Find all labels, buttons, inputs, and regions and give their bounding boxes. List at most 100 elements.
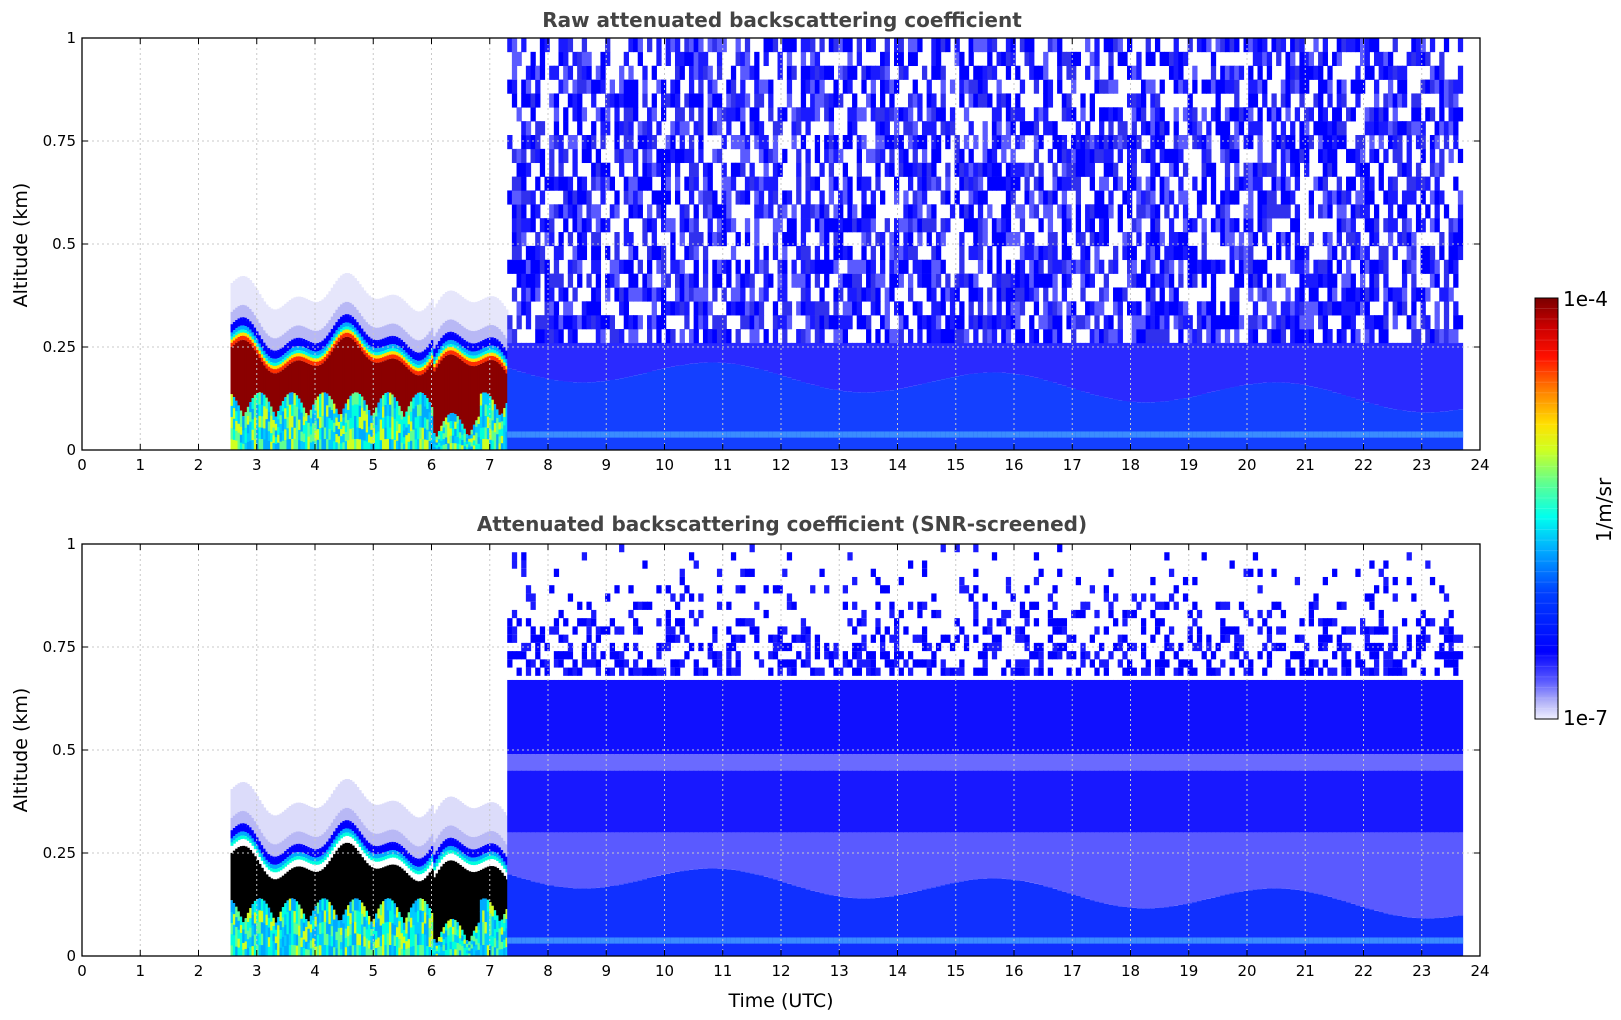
heat-cell (1304, 162, 1310, 177)
heat-cell (852, 65, 858, 80)
heat-cell (363, 420, 367, 431)
heat-cell (1164, 259, 1170, 274)
heat-cell (749, 431, 755, 438)
heat-cell (1290, 162, 1296, 177)
heat-cell (1089, 107, 1095, 122)
heat-cell (307, 415, 311, 423)
heat-cell (1457, 190, 1464, 205)
heat-cell (1271, 148, 1277, 164)
heat-cell (1019, 374, 1026, 450)
heat-cell (1369, 135, 1375, 150)
heat-cell (381, 357, 385, 362)
heat-cell (810, 384, 816, 450)
heat-cell (496, 347, 500, 352)
heat-cell (656, 342, 662, 370)
heat-cell (1439, 245, 1445, 261)
heat-cell (563, 204, 569, 219)
heat-cell (444, 348, 448, 352)
heat-cell (279, 361, 283, 365)
heat-cell (1373, 218, 1380, 233)
heat-cell (363, 331, 367, 340)
heat-cell (1373, 404, 1380, 450)
heat-cell (1369, 403, 1375, 450)
heat-cell (935, 380, 942, 450)
heat-cell (270, 357, 274, 363)
heat-cell (1224, 342, 1231, 389)
heat-cell (642, 232, 648, 247)
heat-cell (740, 315, 746, 330)
heat-cell (894, 431, 900, 438)
heat-cell (1047, 273, 1054, 288)
heat-cell (1429, 273, 1436, 288)
heat-cell (1429, 218, 1436, 233)
heat-cell (326, 335, 329, 344)
heat-cell (1318, 51, 1324, 67)
heat-cell (1085, 204, 1091, 219)
heat-cell (1350, 431, 1356, 438)
heat-cell (591, 342, 597, 383)
heat-cell (426, 439, 430, 451)
heat-cell (1392, 342, 1398, 410)
heat-cell (740, 162, 746, 177)
heat-cell (968, 79, 974, 94)
heat-cell (1080, 259, 1086, 274)
heat-cell (1313, 259, 1319, 274)
heat-cell (426, 355, 430, 360)
heat-cell (423, 364, 427, 369)
heat-cell (1355, 38, 1361, 53)
heat-cell (1257, 38, 1263, 53)
heat-cell (577, 218, 583, 233)
heat-cell (1187, 259, 1193, 274)
heat-cell (291, 339, 295, 348)
heat-cell (484, 338, 488, 348)
heat-cell (302, 326, 306, 342)
heat-cell (1103, 315, 1109, 330)
heat-cell (777, 374, 783, 450)
heat-cell (344, 322, 348, 327)
heat-cell (628, 259, 634, 274)
heat-cell (661, 107, 667, 122)
heat-cell (749, 273, 755, 288)
heat-cell (356, 337, 360, 341)
x-tick-label: 11 (713, 456, 732, 474)
heat-cell (549, 431, 555, 438)
heat-cell (1336, 51, 1342, 67)
heat-cell (486, 337, 490, 347)
heat-cell (1113, 135, 1119, 150)
heat-cell (1127, 301, 1133, 316)
heat-cell (363, 319, 367, 334)
heat-cell (647, 315, 653, 330)
heat-cell (754, 121, 760, 136)
heat-cell (1080, 162, 1086, 177)
heat-cell (1318, 431, 1324, 438)
heat-cell (237, 336, 241, 342)
heat-cell (688, 162, 695, 177)
heat-cell (1290, 383, 1296, 450)
heat-cell (400, 352, 404, 356)
heat-cell (572, 93, 578, 108)
heat-cell (435, 367, 439, 437)
heat-cell (1145, 259, 1151, 274)
heat-cell (567, 232, 574, 247)
heat-cell (291, 403, 295, 416)
heat-cell (1206, 121, 1212, 136)
heat-cell (842, 342, 849, 392)
heat-cell (959, 93, 965, 108)
heat-cell (651, 315, 657, 330)
heat-cell (949, 377, 956, 450)
heat-cell (1066, 259, 1072, 274)
heat-cell (712, 362, 718, 450)
heat-cell (539, 38, 546, 53)
heat-cell (1047, 245, 1054, 261)
heat-cell (917, 301, 923, 316)
heat-cell (633, 176, 639, 191)
heat-cell (926, 273, 932, 288)
heat-cell (1113, 38, 1119, 53)
heat-cell (894, 218, 900, 233)
heat-cell (581, 245, 588, 261)
heat-cell (1327, 162, 1333, 177)
heat-cell (1415, 51, 1422, 67)
heat-cell (791, 431, 797, 438)
heat-cell (1327, 121, 1333, 136)
heat-cell (656, 287, 662, 302)
